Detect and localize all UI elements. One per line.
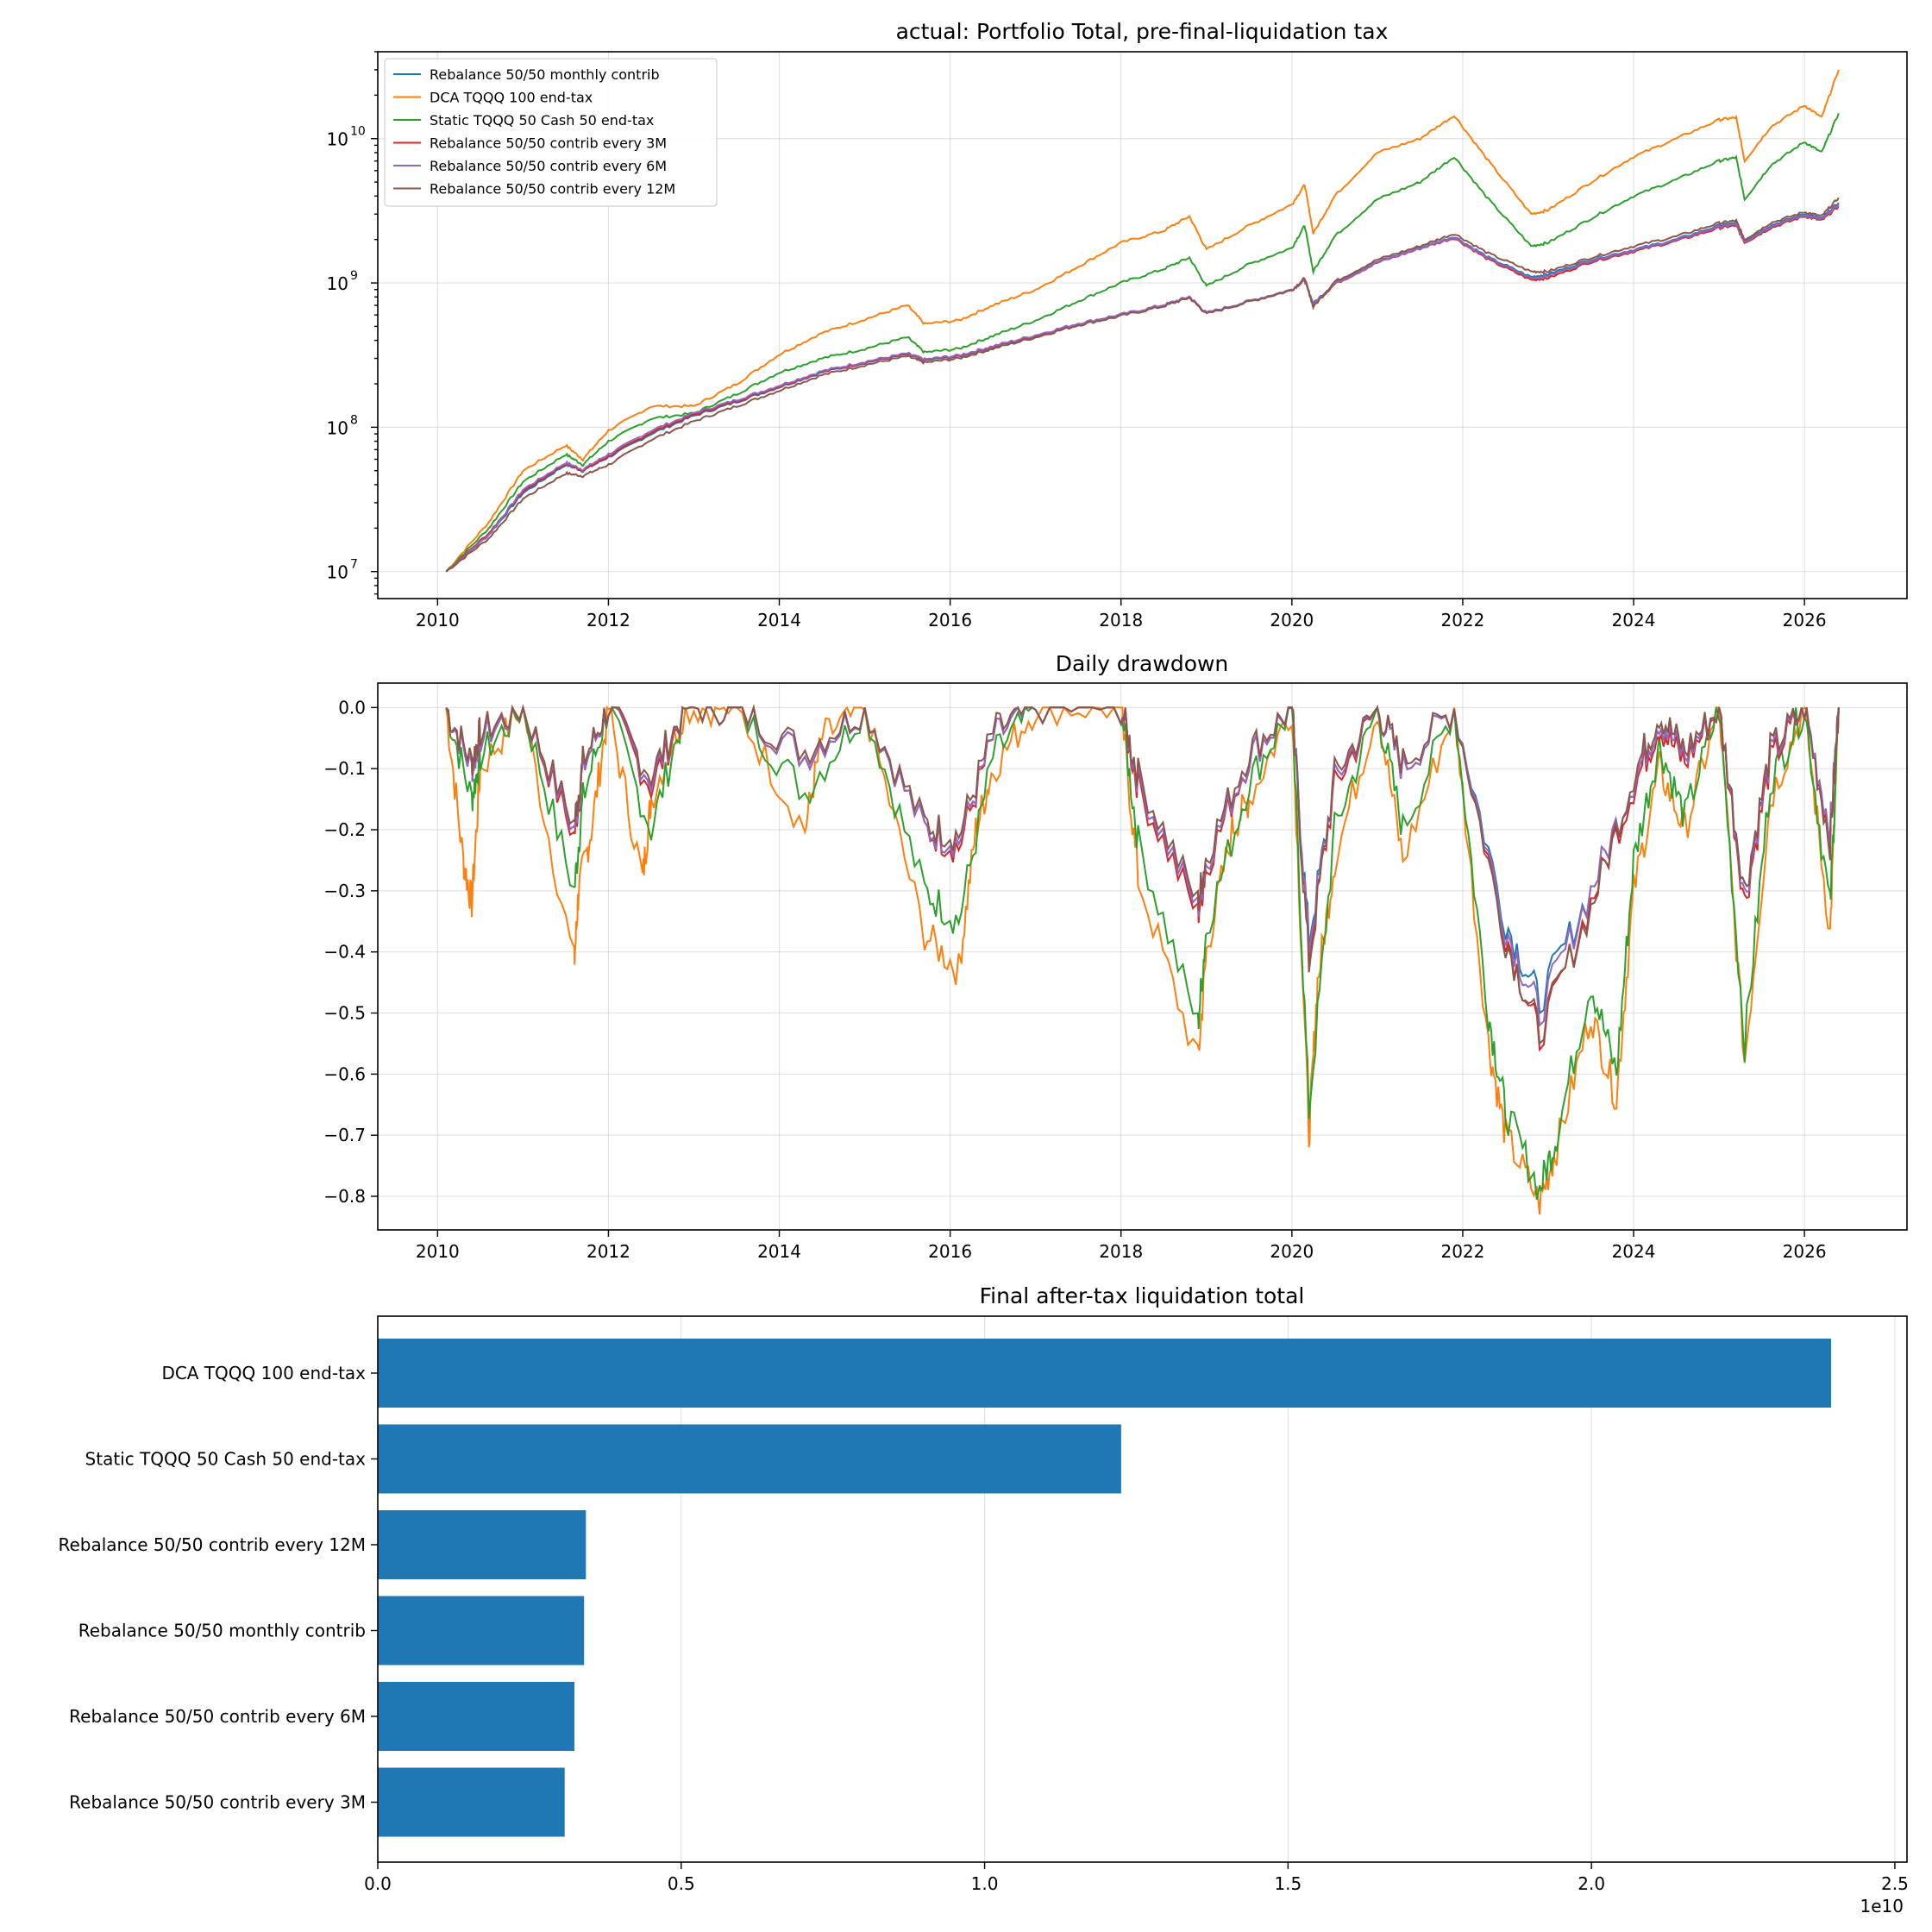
bar xyxy=(378,1596,585,1665)
y-tick-label: 0.0 xyxy=(338,697,366,718)
y-tick-exponent: 9 xyxy=(350,269,358,283)
axes-frame xyxy=(377,1315,1908,1863)
series-line xyxy=(445,205,1840,573)
drawdown-chart: Daily drawdown 2010 2012 2014 2016 2018 2020 2… xyxy=(323,651,1908,1262)
y-tick-label: −0.4 xyxy=(323,942,366,963)
chart-title: Daily drawdown xyxy=(1056,651,1229,676)
bar xyxy=(378,1682,574,1751)
x-tick-label: 2024 xyxy=(1612,610,1656,630)
series-line xyxy=(445,202,1840,573)
series-line xyxy=(445,704,1840,1015)
x-tick-label: 2010 xyxy=(416,610,460,630)
y-tick-label: −0.7 xyxy=(323,1125,366,1145)
y-tick-exponent: 10 xyxy=(350,125,366,139)
series-line xyxy=(445,704,1840,1052)
axis-ticks: 2010 2012 2014 2016 2018 2020 2022 2024 2026 0.0 −… xyxy=(323,697,1826,1262)
legend-box xyxy=(384,58,718,207)
series-line xyxy=(445,705,1840,1215)
series-line xyxy=(445,704,1840,1027)
x-offset-label: 1e10 xyxy=(1860,1896,1904,1916)
series-lines xyxy=(445,69,1840,573)
series-lines xyxy=(445,704,1840,1215)
y-tick-label: 10 xyxy=(327,562,348,583)
x-tick-label: 0.0 xyxy=(364,1873,392,1894)
grid xyxy=(378,683,1907,1230)
chart-title: Final after-tax liquidation total xyxy=(980,1283,1305,1308)
bar xyxy=(378,1424,1121,1494)
x-tick-label: 2.0 xyxy=(1578,1873,1605,1894)
legend: Rebalance 50/50 monthly contrib DCA TQQQ … xyxy=(384,58,718,207)
legend-label: DCA TQQQ 100 end-tax xyxy=(430,90,593,106)
bar xyxy=(378,1339,1832,1408)
legend-label: Rebalance 50/50 contrib every 6M xyxy=(430,158,667,174)
x-tick-label: 1.0 xyxy=(971,1873,999,1894)
x-tick-label: 2024 xyxy=(1612,1241,1656,1262)
y-tick-label: −0.6 xyxy=(323,1063,366,1084)
legend-label: Static TQQQ 50 Cash 50 end-tax xyxy=(430,112,654,129)
bars xyxy=(378,1339,1832,1837)
y-tick-exponent: 7 xyxy=(350,558,358,572)
x-tick-label: 2010 xyxy=(416,1241,460,1262)
x-tick-label: 2012 xyxy=(586,1241,630,1262)
category-label: Rebalance 50/50 contrib every 3M xyxy=(69,1792,366,1813)
y-tick-label: 10 xyxy=(327,129,348,150)
y-tick-label: 10 xyxy=(327,417,348,438)
x-tick-label: 2016 xyxy=(928,610,972,630)
y-tick-label: −0.8 xyxy=(323,1186,366,1207)
portfolio-total-chart: actual: Portfolio Total, pre-final-liqui… xyxy=(327,19,1908,630)
legend-label: Rebalance 50/50 monthly contrib xyxy=(430,66,660,83)
legend-label: Rebalance 50/50 contrib every 3M xyxy=(430,135,667,152)
y-tick-label: 10 xyxy=(327,273,348,294)
category-label: Static TQQQ 50 Cash 50 end-tax xyxy=(85,1449,367,1470)
legend-label: Rebalance 50/50 contrib every 12M xyxy=(430,181,675,198)
x-tick-label: 2020 xyxy=(1270,610,1314,630)
final-liquidation-chart: Final after-tax liquidation total 0.0 0.5… xyxy=(58,1283,1908,1916)
chart-title: actual: Portfolio Total, pre-final-liqui… xyxy=(896,19,1389,44)
y-tick-exponent: 8 xyxy=(350,413,358,427)
bar xyxy=(378,1510,586,1579)
x-tick-label: 2020 xyxy=(1270,1241,1314,1262)
x-tick-label: 2022 xyxy=(1440,1241,1484,1262)
category-label: DCA TQQQ 100 end-tax xyxy=(161,1363,366,1383)
x-tick-label: 2.5 xyxy=(1881,1873,1909,1894)
x-tick-label: 2012 xyxy=(586,610,630,630)
x-tick-label: 2026 xyxy=(1783,1241,1827,1262)
x-tick-label: 2026 xyxy=(1783,610,1827,630)
category-label: Rebalance 50/50 contrib every 6M xyxy=(69,1706,366,1727)
x-tick-label: 2018 xyxy=(1099,610,1143,630)
x-tick-label: 2014 xyxy=(757,610,801,630)
series-line xyxy=(445,704,1840,1046)
x-tick-label: 2014 xyxy=(757,1241,801,1262)
y-tick-label: −0.1 xyxy=(323,758,366,779)
x-tick-label: 1.5 xyxy=(1274,1873,1302,1894)
x-tick-label: 2018 xyxy=(1099,1241,1143,1262)
x-tick-label: 2016 xyxy=(928,1241,972,1262)
x-tick-label: 2022 xyxy=(1440,610,1484,630)
x-tick-label: 0.5 xyxy=(668,1873,695,1894)
series-line xyxy=(445,69,1840,573)
y-tick-label: −0.2 xyxy=(323,819,366,840)
series-line xyxy=(445,197,1840,573)
category-label: Rebalance 50/50 monthly contrib xyxy=(78,1621,366,1641)
category-label: Rebalance 50/50 contrib every 12M xyxy=(58,1534,366,1555)
axes-frame xyxy=(377,51,1908,599)
series-line xyxy=(445,704,1840,1201)
series-line xyxy=(445,204,1840,573)
y-tick-label: −0.3 xyxy=(323,881,366,901)
axes-frame xyxy=(377,682,1908,1231)
y-tick-label: −0.5 xyxy=(323,1003,366,1024)
bar xyxy=(378,1767,565,1837)
